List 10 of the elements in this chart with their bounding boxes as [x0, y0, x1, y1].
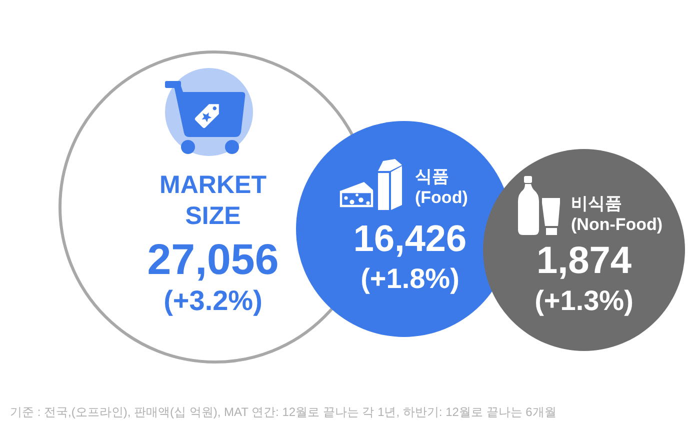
data-label: 27,056	[147, 236, 279, 284]
text: 기준 : 전국,(오프라인), 판매액(십 억원), MAT 연간: 12월로 끝나는 각 1년, 하반기: 12월로 끝나는 6개월	[10, 405, 556, 419]
category-label: 식품 (Food)	[415, 167, 468, 207]
data-label: (+3.2%)	[164, 285, 262, 316]
category-label: MARKET SIZE	[160, 171, 266, 230]
category-label: 비식품 (Non-Food)	[571, 194, 663, 234]
data-label: 1,874	[536, 240, 632, 282]
data-label: 16,426	[353, 218, 467, 259]
data-label: (+1.3%)	[534, 285, 634, 316]
data-label: (+1.8%)	[360, 263, 460, 294]
